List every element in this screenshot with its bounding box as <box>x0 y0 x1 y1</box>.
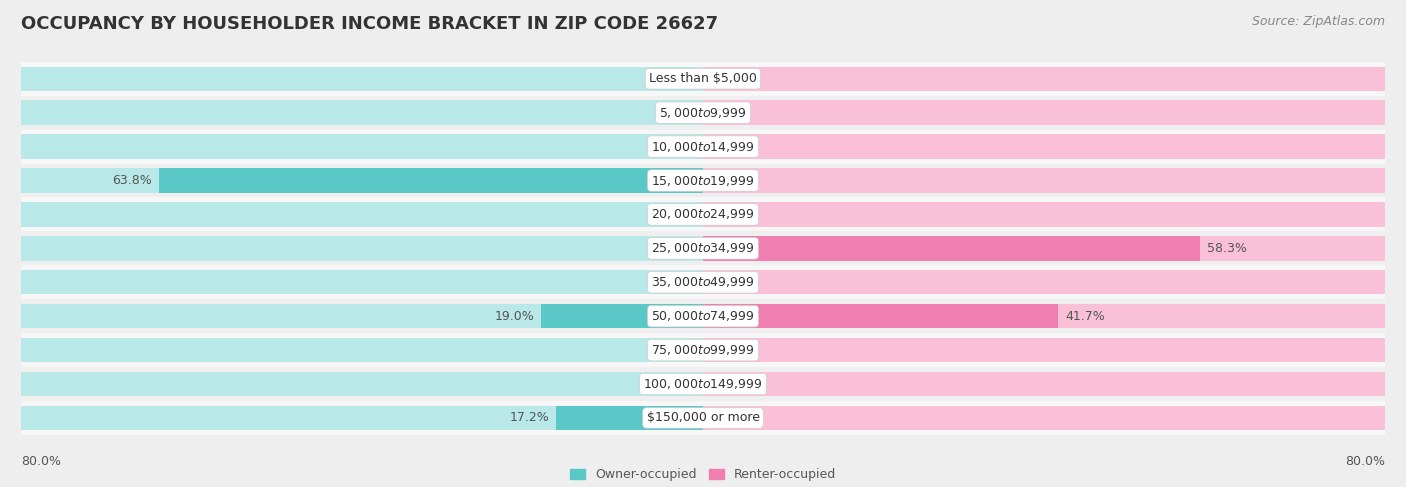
Bar <box>21 265 1385 299</box>
Text: OCCUPANCY BY HOUSEHOLDER INCOME BRACKET IN ZIP CODE 26627: OCCUPANCY BY HOUSEHOLDER INCOME BRACKET … <box>21 15 718 33</box>
Text: 80.0%: 80.0% <box>21 454 60 468</box>
Bar <box>703 169 1385 193</box>
Bar <box>703 304 1059 328</box>
Bar <box>21 406 703 430</box>
Bar <box>21 270 703 295</box>
Bar <box>21 367 1385 401</box>
Bar <box>21 100 703 125</box>
Text: 0.0%: 0.0% <box>716 208 748 221</box>
Bar <box>21 231 1385 265</box>
Text: 0.0%: 0.0% <box>658 140 690 153</box>
Text: 0.0%: 0.0% <box>658 242 690 255</box>
Text: 0.0%: 0.0% <box>658 106 690 119</box>
Legend: Owner-occupied, Renter-occupied: Owner-occupied, Renter-occupied <box>569 468 837 482</box>
Bar <box>703 304 1385 328</box>
Bar <box>703 134 1385 159</box>
Bar <box>703 270 1385 295</box>
Bar <box>703 100 1385 125</box>
Text: 80.0%: 80.0% <box>1346 454 1385 468</box>
Text: $25,000 to $34,999: $25,000 to $34,999 <box>651 242 755 255</box>
Bar <box>21 299 1385 333</box>
Bar <box>21 164 1385 198</box>
Bar <box>21 67 703 91</box>
Bar <box>703 67 1385 91</box>
Text: Source: ZipAtlas.com: Source: ZipAtlas.com <box>1251 15 1385 28</box>
Bar <box>21 333 1385 367</box>
Text: Less than $5,000: Less than $5,000 <box>650 72 756 85</box>
Bar <box>21 198 1385 231</box>
Text: 0.0%: 0.0% <box>658 276 690 289</box>
Text: 17.2%: 17.2% <box>510 412 550 425</box>
Bar <box>541 304 703 328</box>
Text: $35,000 to $49,999: $35,000 to $49,999 <box>651 275 755 289</box>
Bar <box>21 202 703 226</box>
Text: $15,000 to $19,999: $15,000 to $19,999 <box>651 173 755 187</box>
Bar <box>21 401 1385 435</box>
Text: 0.0%: 0.0% <box>716 140 748 153</box>
Text: $20,000 to $24,999: $20,000 to $24,999 <box>651 207 755 222</box>
Text: $5,000 to $9,999: $5,000 to $9,999 <box>659 106 747 120</box>
Bar <box>703 338 1385 362</box>
Text: 41.7%: 41.7% <box>1066 310 1105 323</box>
Text: 0.0%: 0.0% <box>716 72 748 85</box>
Bar <box>21 62 1385 96</box>
Bar <box>21 304 703 328</box>
Text: 0.0%: 0.0% <box>658 344 690 356</box>
Bar <box>21 134 703 159</box>
Bar <box>703 202 1385 226</box>
Text: 0.0%: 0.0% <box>716 174 748 187</box>
Text: $100,000 to $149,999: $100,000 to $149,999 <box>644 377 762 391</box>
Text: 0.0%: 0.0% <box>716 412 748 425</box>
Bar <box>21 169 703 193</box>
Bar <box>21 130 1385 164</box>
Bar <box>159 169 703 193</box>
Text: $75,000 to $99,999: $75,000 to $99,999 <box>651 343 755 357</box>
Text: 19.0%: 19.0% <box>495 310 534 323</box>
Bar <box>703 406 1385 430</box>
Text: $150,000 or more: $150,000 or more <box>647 412 759 425</box>
Bar <box>703 236 1385 261</box>
Text: $50,000 to $74,999: $50,000 to $74,999 <box>651 309 755 323</box>
Bar <box>21 236 703 261</box>
Text: 0.0%: 0.0% <box>716 344 748 356</box>
Text: 58.3%: 58.3% <box>1206 242 1247 255</box>
Text: 0.0%: 0.0% <box>658 377 690 391</box>
Text: 0.0%: 0.0% <box>716 276 748 289</box>
Bar <box>557 406 703 430</box>
Text: 63.8%: 63.8% <box>112 174 152 187</box>
Bar <box>21 96 1385 130</box>
Text: 0.0%: 0.0% <box>658 208 690 221</box>
Text: 0.0%: 0.0% <box>658 72 690 85</box>
Text: $10,000 to $14,999: $10,000 to $14,999 <box>651 140 755 153</box>
Text: 0.0%: 0.0% <box>716 377 748 391</box>
Bar <box>21 372 703 396</box>
Text: 0.0%: 0.0% <box>716 106 748 119</box>
Bar <box>703 236 1199 261</box>
Bar <box>21 338 703 362</box>
Bar <box>703 372 1385 396</box>
